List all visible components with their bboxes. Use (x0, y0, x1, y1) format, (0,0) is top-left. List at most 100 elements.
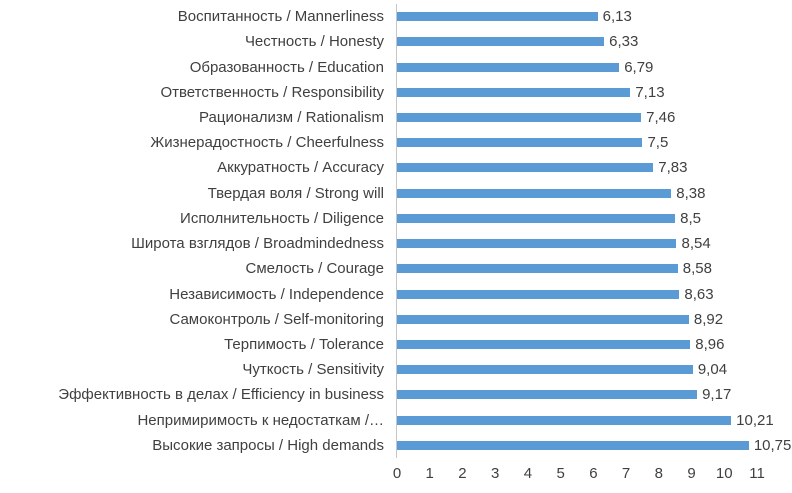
value-label: 10,75 (753, 436, 792, 454)
bar-area: 6,33 (396, 29, 757, 55)
chart-row: Высокие запросы / High demands 10,75 (0, 432, 792, 458)
chart-row: Независимость / Independence 8,63 (0, 281, 792, 307)
x-axis-tick: 4 (523, 465, 533, 482)
bar (397, 339, 691, 349)
value-label: 8,63 (684, 285, 714, 303)
category-label: Воспитанность / Mannerliness (177, 8, 384, 26)
bar-area: 7,83 (396, 155, 757, 181)
chart-row: Образованность / Education 6,79 (0, 54, 792, 80)
value-label: 8,58 (682, 260, 712, 278)
chart-row: Исполнительность / Diligence 8,5 (0, 205, 792, 231)
value-label: 7,83 (658, 159, 688, 177)
value-label: 9,04 (697, 361, 728, 379)
x-axis-tick: 10 (715, 465, 733, 482)
category-label: Чуткость / Sensitivity (242, 361, 384, 379)
bar (397, 239, 677, 249)
bar (397, 188, 672, 198)
category-label: Смелость / Courage (245, 260, 384, 278)
bar-area: 7,5 (396, 130, 757, 156)
x-axis-tick: 9 (687, 465, 696, 482)
x-axis-tick: 2 (458, 465, 467, 482)
category-label: Жизнерадостность / Cheerfulness (150, 134, 384, 152)
chart-row: Непримиримость к недостаткам /… 10,21 (0, 407, 792, 433)
bar-area: 8,58 (396, 256, 757, 282)
bar (397, 213, 676, 223)
category-label: Рационализм / Rationalism (199, 108, 384, 126)
value-label: 8,54 (681, 235, 711, 253)
bar (397, 289, 680, 299)
value-label: 6,13 (602, 8, 632, 26)
value-label: 8,96 (695, 335, 725, 353)
value-label: 10,21 (736, 411, 774, 429)
value-label: 7,13 (635, 83, 665, 101)
chart-row: Терпимость / Tolerance 8,96 (0, 331, 792, 358)
bar-area: 6,79 (396, 54, 757, 80)
bar (397, 87, 631, 97)
value-label: 7,5 (647, 134, 669, 152)
x-axis-tick: 1 (425, 465, 434, 482)
chart-row: Самоконтроль / Self-monitoring 8,92 (0, 306, 792, 332)
bar-area: 8,96 (396, 331, 757, 358)
bar (397, 138, 643, 148)
category-label: Исполнительность / Diligence (180, 209, 384, 227)
x-axis-tick: 8 (654, 465, 663, 482)
x-axis-tick: 6 (589, 465, 598, 482)
value-label: 6,79 (624, 58, 654, 76)
bar (397, 163, 654, 173)
chart-row: Чуткость / Sensitivity 9,04 (0, 357, 792, 383)
bar-area: 7,13 (396, 79, 757, 105)
chart-row: Жизнерадостность / Cheerfulness 7,5 (0, 130, 792, 156)
bar (397, 390, 698, 400)
bar (397, 440, 749, 450)
bar-area: 8,38 (396, 180, 757, 206)
x-axis: 0 1 2 3 4 5 6 7 8 9 10 11 (393, 458, 765, 488)
bar (397, 415, 732, 425)
category-label: Независимость / Independence (169, 285, 384, 303)
x-axis-tick: 3 (491, 465, 500, 482)
category-label: Непримиримость к недостаткам /… (137, 411, 384, 429)
bar (397, 62, 620, 72)
bar (397, 37, 605, 47)
value-label: 9,17 (702, 386, 732, 404)
bar-area: 9,04 (396, 357, 757, 383)
value-label: 7,46 (646, 108, 676, 126)
bar-area: 9,17 (396, 382, 757, 408)
x-axis-tick: 5 (556, 465, 565, 482)
bar-area: 8,63 (396, 281, 757, 307)
value-label: 8,38 (676, 184, 706, 202)
chart-row: Воспитанность / Mannerliness 6,13 (0, 4, 792, 30)
value-label: 8,92 (693, 310, 724, 328)
chart-rows: Воспитанность / Mannerliness 6,13 Честност… (0, 4, 792, 458)
bar-area: 7,46 (396, 104, 757, 131)
chart-row: Рационализм / Rationalism 7,46 (0, 104, 792, 131)
chart-row: Ответственность / Responsibility 7,13 (0, 79, 792, 105)
bar (397, 264, 678, 274)
x-axis-tick: 11 (749, 465, 765, 482)
bar (397, 112, 642, 122)
category-label: Твердая воля / Strong will (207, 184, 384, 202)
x-axis-tick: 7 (621, 465, 631, 482)
bar (397, 12, 598, 22)
category-label: Широта взглядов / Broadmindedness (131, 235, 384, 253)
bar-area: 8,92 (396, 306, 757, 332)
chart-row: Смелость / Courage 8,58 (0, 256, 792, 282)
category-label: Самоконтроль / Self-monitoring (169, 310, 384, 328)
chart-row: Эффективность в делах / Efficiency in bu… (0, 382, 792, 408)
bar (397, 365, 693, 375)
bar-area: 8,5 (396, 205, 757, 231)
chart-row: Твердая воля / Strong will 8,38 (0, 180, 792, 206)
category-label: Аккуратность / Accuracy (217, 159, 384, 177)
category-label: Честность / Honesty (244, 33, 384, 51)
value-label: 8,5 (680, 209, 702, 227)
category-label: Образованность / Education (189, 58, 384, 76)
x-axis-tick: 0 (392, 465, 402, 482)
bar-area: 8,54 (396, 230, 757, 257)
category-label: Терпимость / Tolerance (224, 335, 384, 353)
bar-area: 10,75 (396, 432, 791, 458)
bar (397, 314, 689, 324)
bar-area: 10,21 (396, 407, 774, 433)
bar-area: 6,13 (396, 4, 757, 30)
category-label: Ответственность / Responsibility (160, 83, 384, 101)
value-label: 6,33 (609, 33, 639, 51)
